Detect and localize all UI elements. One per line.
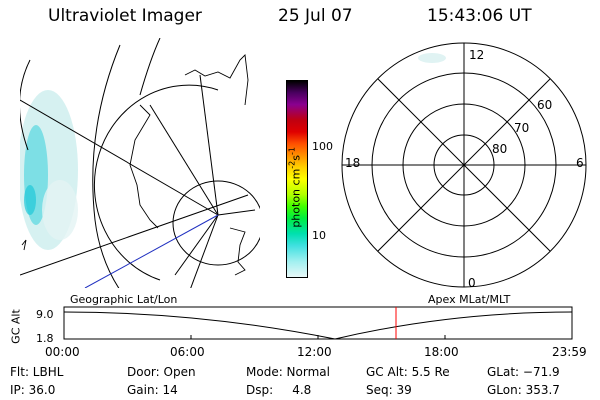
mlt-label-6: 6 xyxy=(576,156,584,170)
mlt-label-0: 0 xyxy=(468,276,476,290)
altitude-tick-max: 9.0 xyxy=(36,308,54,321)
image-date: 25 Jul 07 xyxy=(278,6,353,26)
status-dsp: Dsp: 4.8 xyxy=(246,383,312,397)
mlt-label-12: 12 xyxy=(469,48,485,62)
aurora-emission xyxy=(20,90,78,250)
colorbar xyxy=(286,80,308,278)
time-tick-0000: 00:00 xyxy=(45,345,80,359)
status-gain: Gain: 14 xyxy=(127,383,178,397)
time-tick-1200: 12:00 xyxy=(297,345,332,359)
colorbar-tick-10: 10 xyxy=(312,229,326,242)
status-mode: Mode: Normal xyxy=(246,365,330,379)
lat-label-80: 80 xyxy=(492,142,508,156)
mlt-label-18: 18 xyxy=(345,156,361,170)
image-time: 15:43:06 UT xyxy=(427,6,532,26)
status-door: Door: Open xyxy=(127,365,196,379)
lat-label-60: 60 xyxy=(537,98,553,112)
status-gc-alt: GC Alt: 5.5 Re xyxy=(366,365,450,379)
time-tick-2359: 23:59 xyxy=(552,345,587,359)
altitude-tick-min: 1.8 xyxy=(36,332,54,345)
instrument-title: Ultraviolet Imager xyxy=(48,6,202,26)
geo-map-label: Geographic Lat/Lon xyxy=(70,293,178,306)
polar-map-label: Apex MLat/MLT xyxy=(428,293,511,306)
status-seq: Seq: 39 xyxy=(366,383,412,397)
status-glat: GLat: −71.9 xyxy=(487,365,560,379)
time-tick-0600: 06:00 xyxy=(170,345,205,359)
status-glon: GLon: 353.7 xyxy=(487,383,560,397)
colorbar-tick-100: 100 xyxy=(312,140,333,153)
time-tick-1800: 18:00 xyxy=(424,345,459,359)
lat-label-70: 70 xyxy=(514,121,530,135)
status-ip: IP: 36.0 xyxy=(10,383,56,397)
status-filter: Flt: LBHL xyxy=(10,365,64,379)
